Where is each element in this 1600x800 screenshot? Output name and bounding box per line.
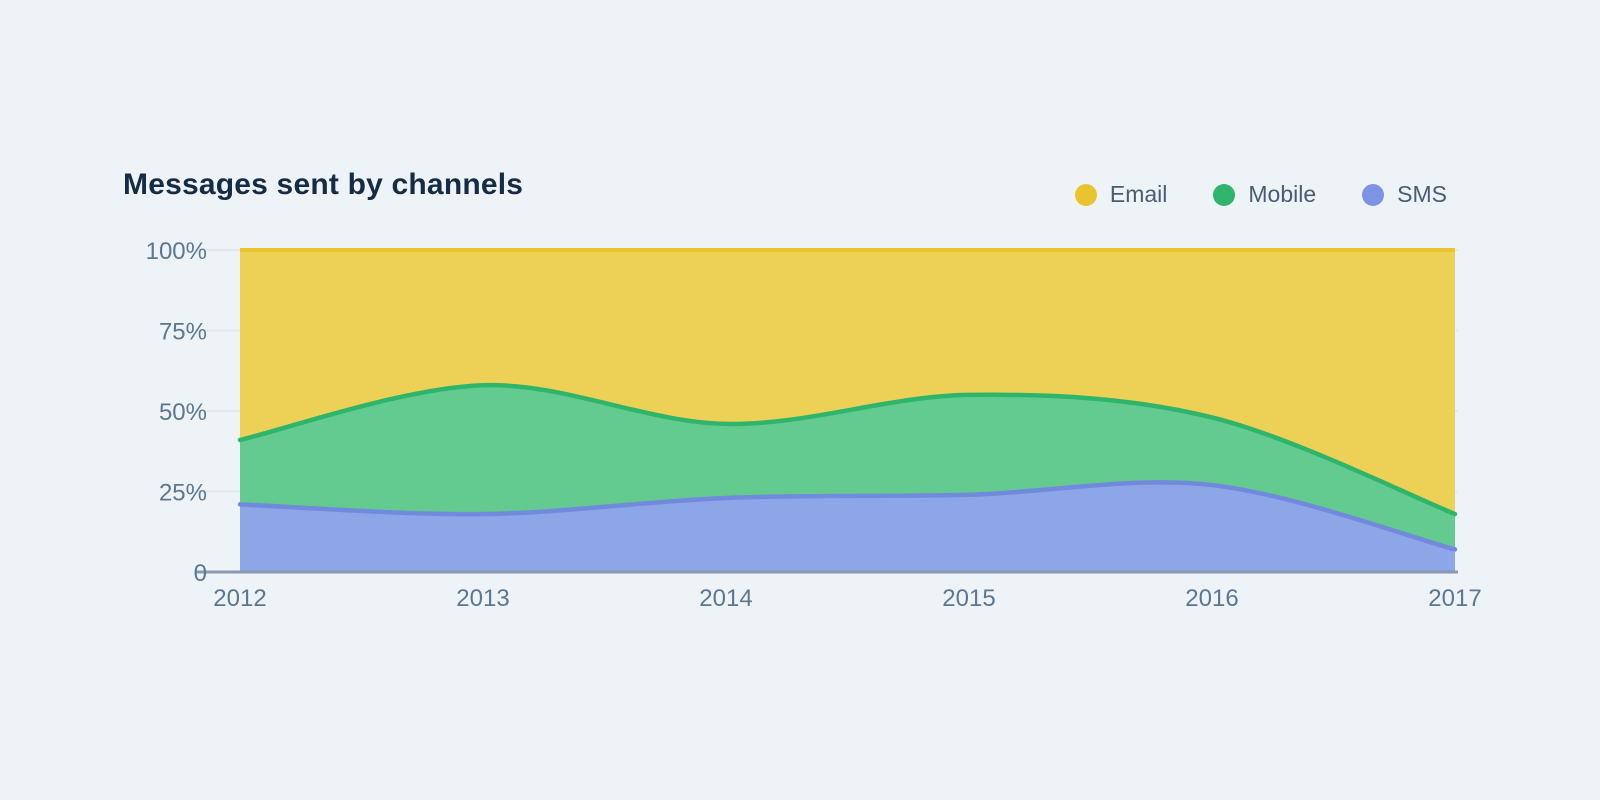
y-tick-label-100: 100% xyxy=(146,238,207,265)
x-tick-label-2012: 2012 xyxy=(213,585,266,612)
x-tick-label-2017: 2017 xyxy=(1428,585,1481,612)
y-tick-label-75: 75% xyxy=(159,319,207,346)
chart-title: Messages sent by channels xyxy=(123,168,524,201)
y-tick-label-25: 25% xyxy=(159,480,207,507)
line-mobile xyxy=(237,382,1458,517)
legend-dot-email xyxy=(1074,183,1097,206)
legend-dot-mobile xyxy=(1213,183,1236,206)
legend-dot-sms xyxy=(1362,183,1385,206)
legend-item-mobile[interactable]: Mobile xyxy=(1213,183,1316,206)
legend-label: SMS xyxy=(1397,181,1447,207)
line-sms xyxy=(237,480,1458,552)
area-sms[interactable] xyxy=(240,482,1455,572)
legend: Email Mobile SMS xyxy=(1074,181,1447,207)
legend-label: Mobile xyxy=(1248,181,1317,207)
x-tick-label-2013: 2013 xyxy=(456,585,509,612)
y-tick-label-50: 50% xyxy=(159,399,207,426)
y-tick-label-0: 0 xyxy=(194,560,207,587)
x-tick-label-2016: 2016 xyxy=(1185,585,1238,612)
x-tick-label-2015: 2015 xyxy=(942,585,995,612)
legend-item-sms[interactable]: SMS xyxy=(1362,183,1447,206)
legend-label: Email xyxy=(1109,181,1168,207)
legend-item-email[interactable]: Email xyxy=(1074,181,1168,207)
x-tick-label-2014: 2014 xyxy=(699,585,752,612)
